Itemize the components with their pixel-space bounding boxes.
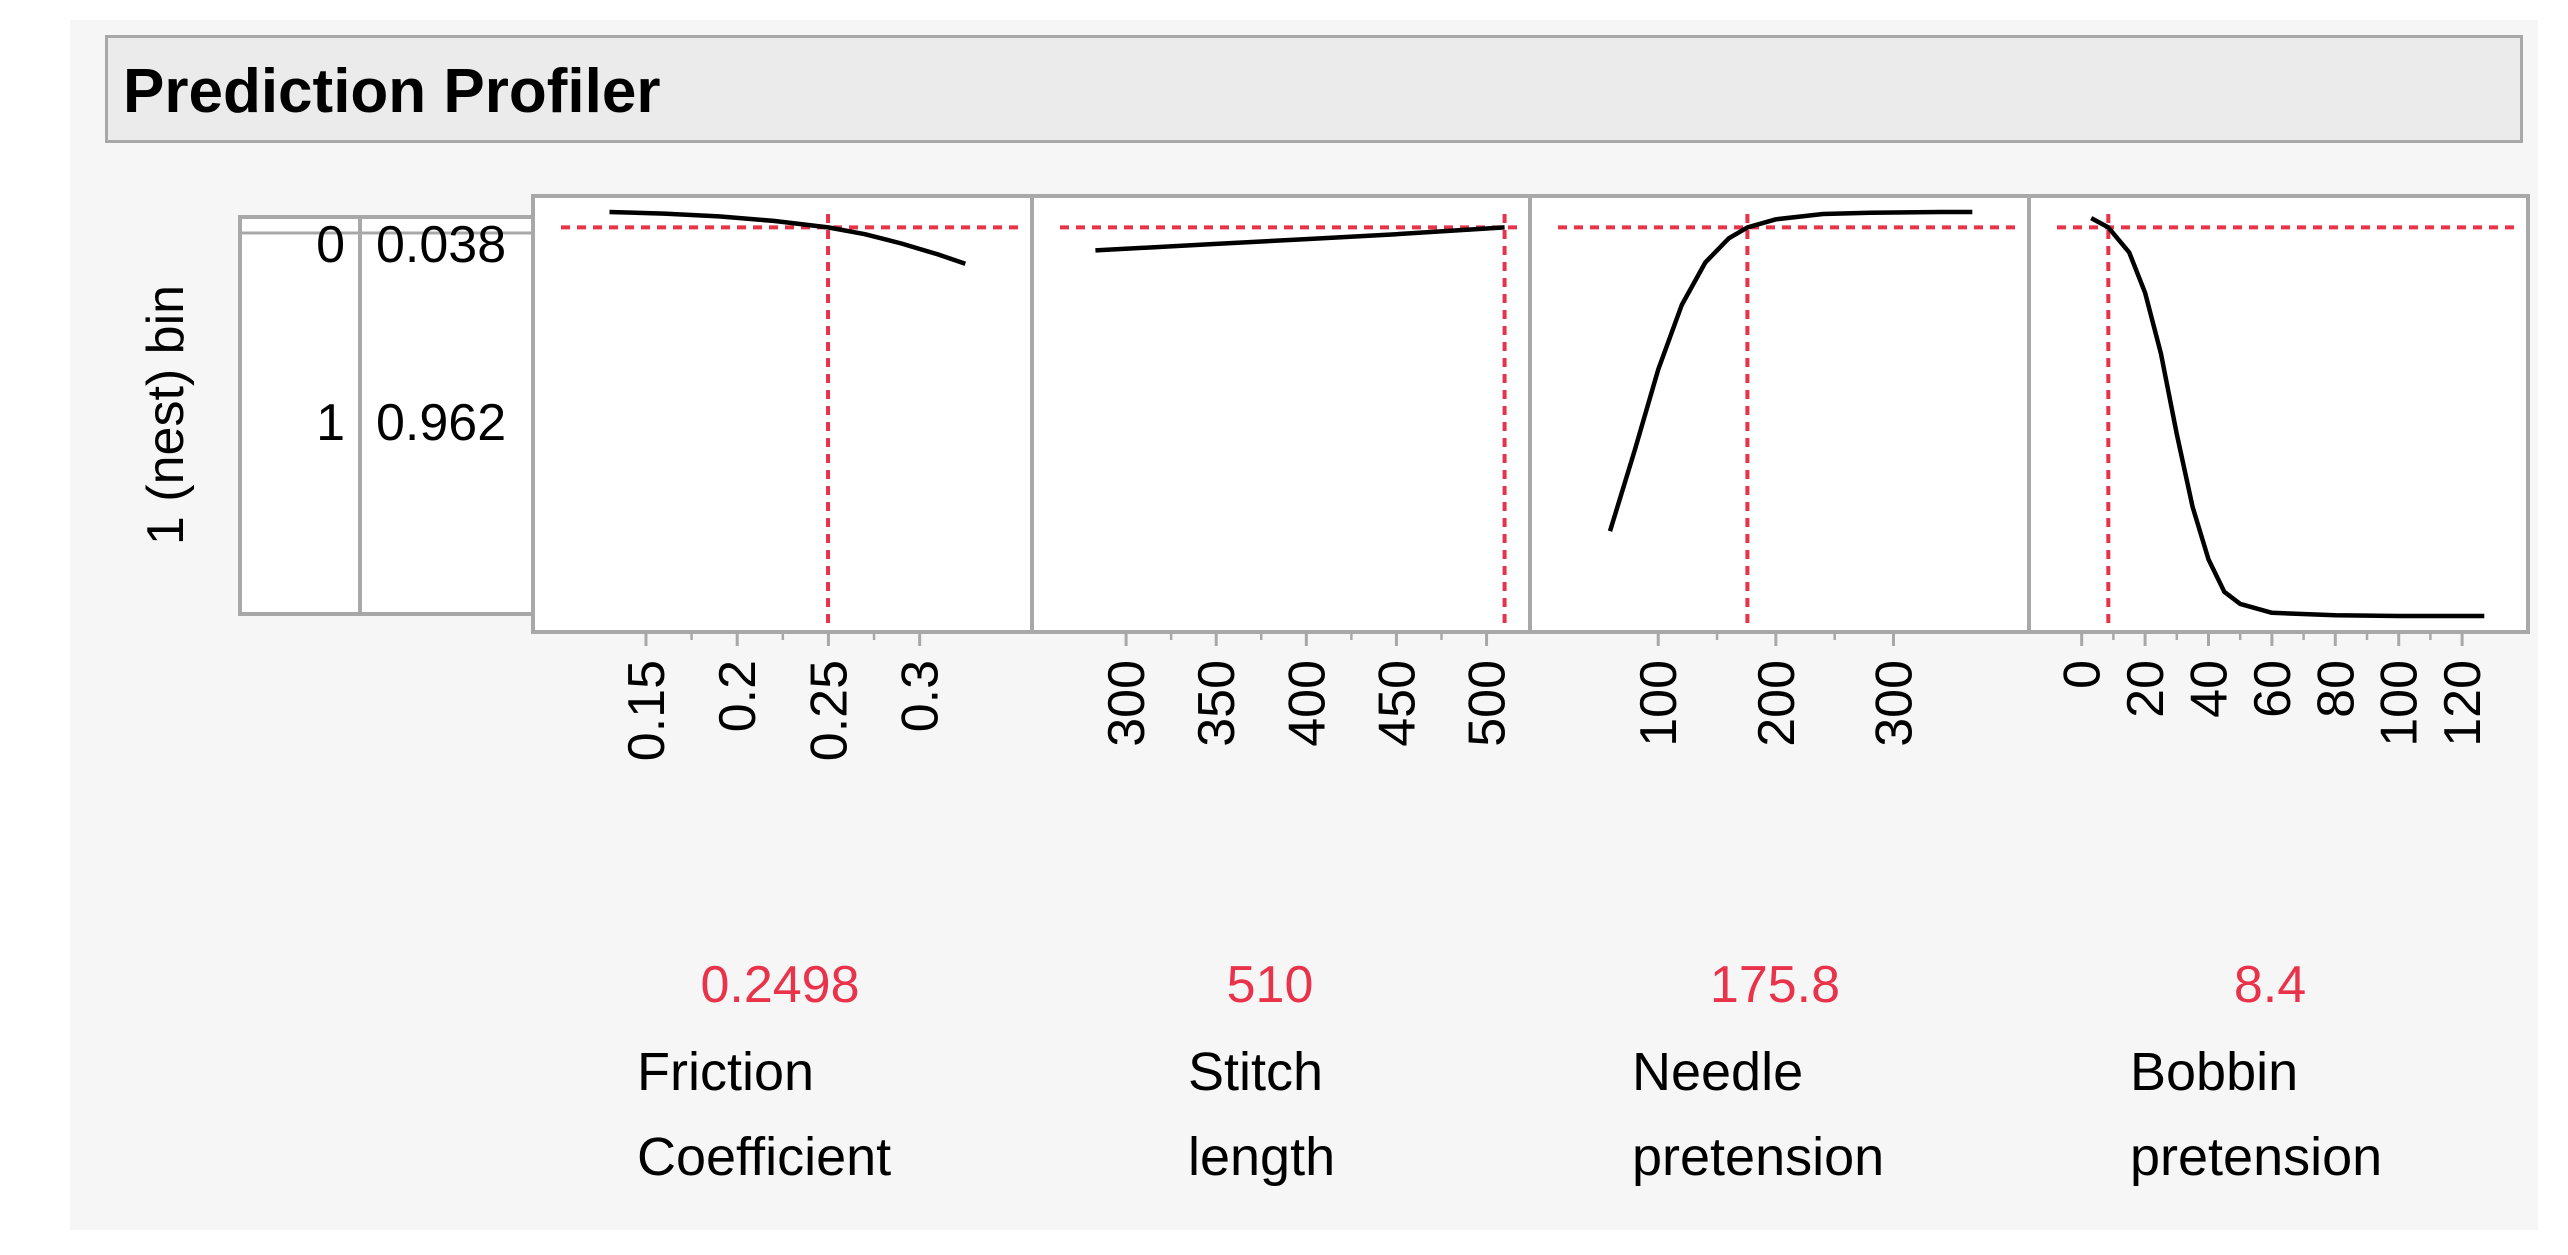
tick-label-needle-2: 300 [1866, 660, 1924, 747]
tick-label-stitch-1: 350 [1188, 660, 1246, 747]
response-value-1: 0.962 [376, 394, 506, 452]
panel-needle [1528, 194, 2031, 634]
factor-label-needle: Needle pretension [1632, 1030, 1884, 1200]
tick-label-bobbin-0: 0 [2054, 660, 2112, 689]
tick-label-needle-1: 200 [1748, 660, 1806, 747]
tick-label-friction-3: 0.3 [892, 660, 950, 732]
tick-label-stitch-0: 300 [1098, 660, 1156, 747]
response-value-0: 0.038 [376, 216, 506, 274]
tick-label-bobbin-2: 40 [2181, 660, 2239, 718]
factor-label-stitch-line2: length [1188, 1127, 1336, 1187]
response-axis-label: 1 (nest) bin [137, 285, 195, 545]
factor-label-friction: Friction Coefficient [637, 1030, 891, 1200]
factor-label-bobbin-line1: Bobbin [2130, 1042, 2299, 1102]
tick-label-needle-0: 100 [1630, 660, 1688, 747]
tick-label-friction-1: 0.2 [709, 660, 767, 732]
curve-needle [1607, 209, 1973, 532]
response-level-0: 0 [316, 216, 345, 274]
current-value-needle[interactable]: 175.8 [1709, 956, 1841, 1014]
panel-stitch [1030, 194, 1533, 634]
curve-friction [609, 209, 967, 266]
tick-label-bobbin-3: 60 [2244, 660, 2302, 718]
profiler-title-bar[interactable]: Prediction Profiler [105, 35, 2523, 143]
factor-label-stitch: Stitch length [1188, 1030, 1335, 1200]
current-value-bobbin[interactable]: 8.4 [2233, 956, 2307, 1014]
page-title: Prediction Profiler [123, 57, 661, 126]
tick-label-friction-2: 0.25 [800, 660, 858, 761]
tick-label-bobbin-4: 80 [2307, 660, 2365, 718]
tick-label-bobbin-6: 120 [2434, 660, 2492, 747]
tick-label-stitch-3: 450 [1368, 660, 1426, 747]
curve-stitch [1095, 225, 1505, 253]
response-level-1: 1 [316, 394, 345, 452]
tick-label-bobbin-5: 100 [2371, 660, 2429, 747]
factor-label-friction-line1: Friction [637, 1042, 815, 1102]
factor-label-friction-line2: Coefficient [637, 1127, 892, 1187]
factor-label-bobbin-line2: pretension [2130, 1127, 2383, 1187]
factor-label-stitch-line1: Stitch [1188, 1042, 1324, 1102]
factor-label-needle-line1: Needle [1632, 1042, 1804, 1102]
tick-label-bobbin-1: 20 [2117, 660, 2175, 718]
factor-label-needle-line2: pretension [1632, 1127, 1885, 1187]
current-value-friction[interactable]: 0.2498 [700, 956, 860, 1014]
tick-label-stitch-2: 400 [1278, 660, 1336, 747]
tick-label-friction-0: 0.15 [618, 660, 676, 761]
current-value-stitch[interactable]: 510 [1226, 956, 1314, 1014]
panel-friction [531, 194, 1034, 634]
factor-label-bobbin: Bobbin pretension [2130, 1030, 2382, 1200]
panel-bobbin [2027, 194, 2530, 634]
tick-label-stitch-4: 500 [1459, 660, 1517, 747]
factor-panels: 0.15 0.2 0.25 0.3 300 350 400 450 500 100 200 300 0 2… [531, 194, 2530, 761]
curve-bobbin [2090, 216, 2485, 619]
